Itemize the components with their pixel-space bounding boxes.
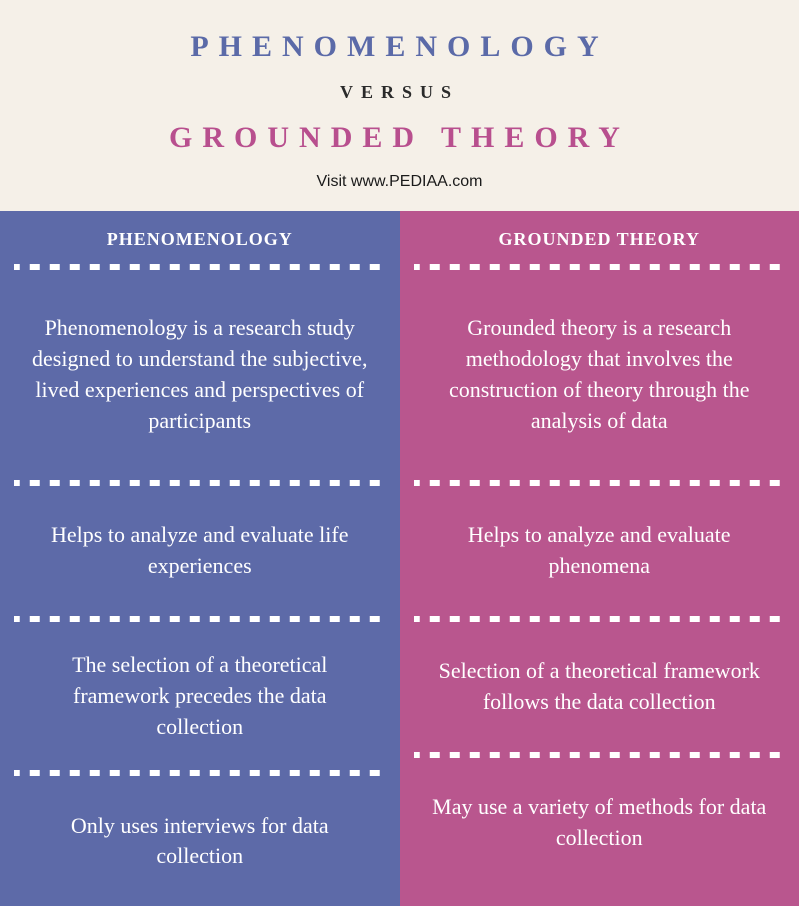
versus-label: VERSUS bbox=[20, 82, 779, 103]
visit-text: Visit www.PEDIAA.com bbox=[20, 173, 779, 191]
right-column: GROUNDED THEORY Grounded theory is a res… bbox=[400, 211, 799, 906]
title-bottom: GROUNDED THEORY bbox=[20, 121, 779, 155]
left-column-header: PHENOMENOLOGY bbox=[0, 211, 400, 264]
right-cell-1: Helps to analyze and evaluate phenomena bbox=[400, 486, 799, 616]
right-column-header: GROUNDED THEORY bbox=[400, 211, 799, 264]
right-cell-0: Grounded theory is a research methodolog… bbox=[400, 270, 799, 480]
left-column: PHENOMENOLOGY Phenomenology is a researc… bbox=[0, 211, 400, 906]
header-block: PHENOMENOLOGY VERSUS GROUNDED THEORY Vis… bbox=[0, 0, 799, 211]
left-cell-2: The selection of a theoretical framework… bbox=[0, 622, 400, 770]
right-cell-3: May use a variety of methods for data co… bbox=[400, 758, 799, 888]
title-top: PHENOMENOLOGY bbox=[20, 30, 779, 64]
comparison-columns: PHENOMENOLOGY Phenomenology is a researc… bbox=[0, 211, 799, 906]
left-cell-0: Phenomenology is a research study design… bbox=[0, 270, 400, 480]
right-cell-2: Selection of a theoretical framework fol… bbox=[400, 622, 799, 752]
left-cell-1: Helps to analyze and evaluate life exper… bbox=[0, 486, 400, 616]
left-cell-3: Only uses interviews for data collection bbox=[0, 776, 400, 906]
